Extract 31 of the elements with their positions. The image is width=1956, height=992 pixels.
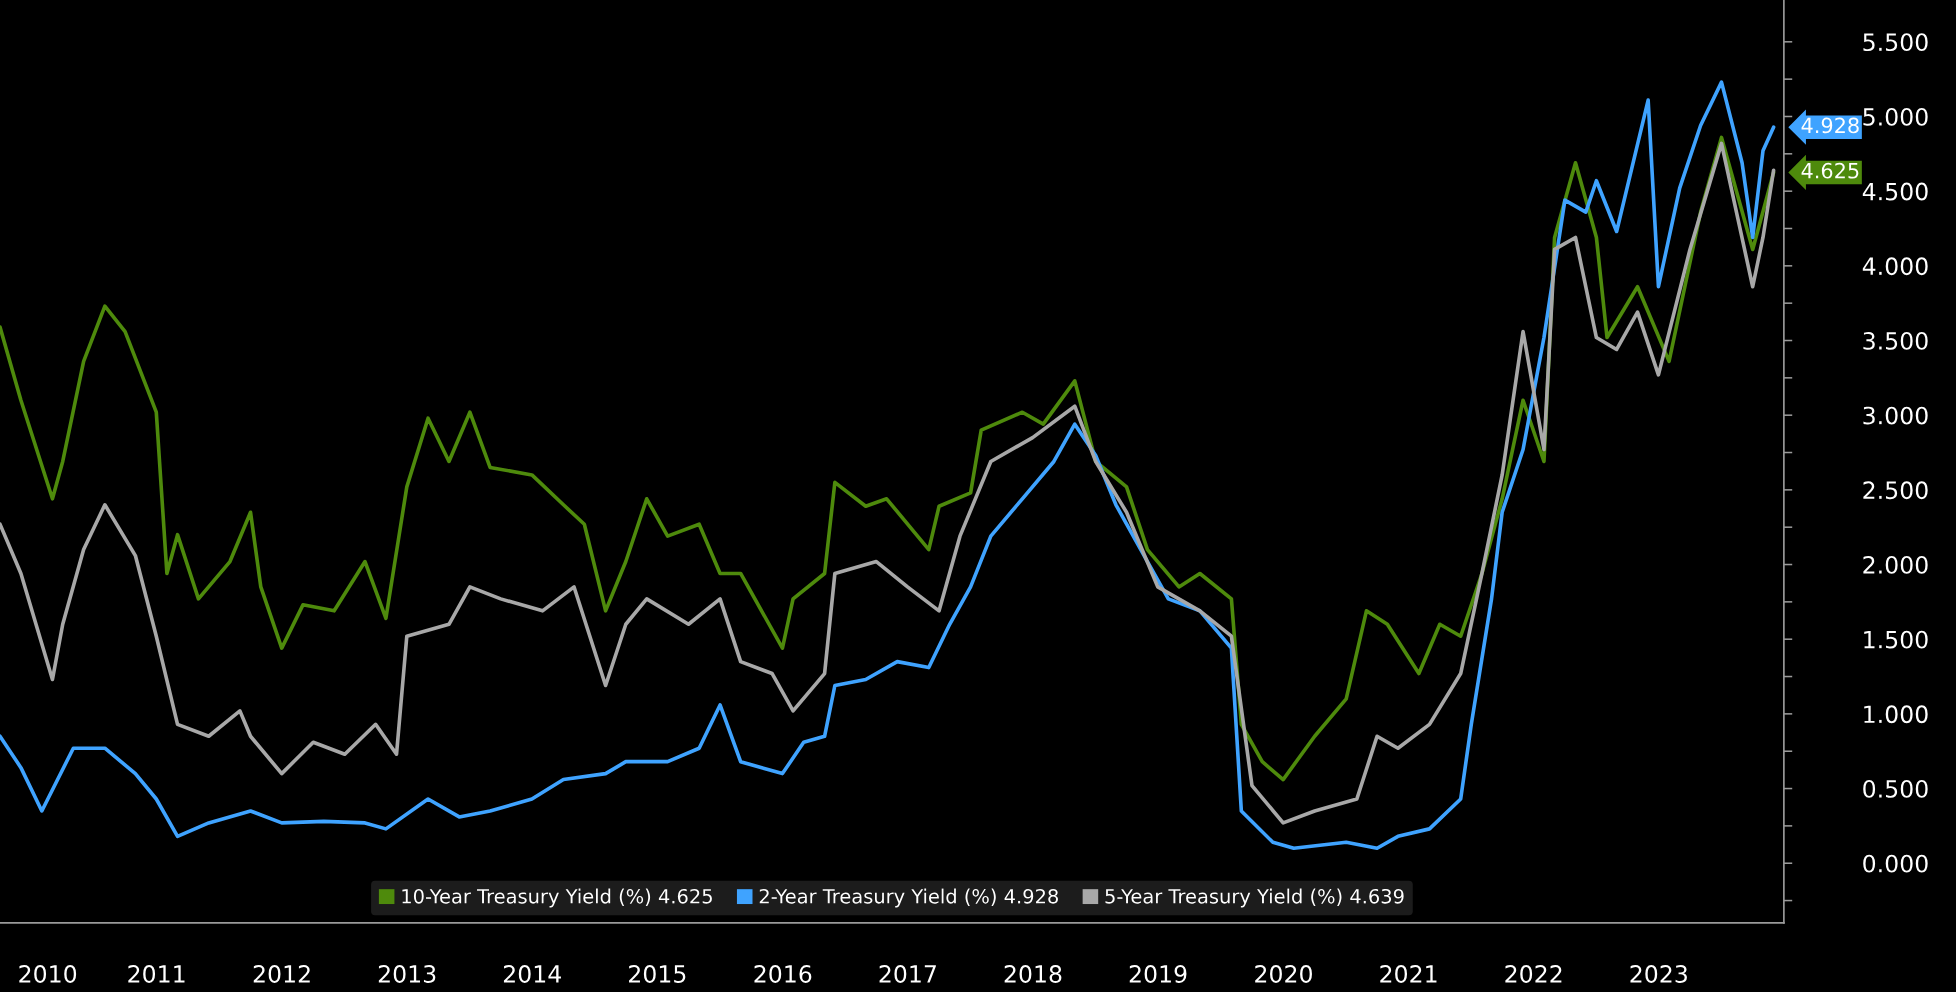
- y-tick-label: 1.000: [1864, 705, 1928, 724]
- x-tick-label: 2018: [1004, 965, 1062, 983]
- legend-label: 2-Year Treasury Yield (%) 4.928: [759, 888, 1058, 908]
- x-tick-label: 2015: [629, 965, 686, 983]
- x-tick-label: 2016: [754, 965, 812, 983]
- x-tick-label: 2020: [1255, 965, 1312, 983]
- x-tick-label: 2019: [1129, 965, 1187, 983]
- y-tick-label: 4.000: [1862, 257, 1928, 276]
- data-label: 4.625: [1801, 162, 1859, 179]
- legend-label: 5-Year Treasury Yield (%) 4.639: [1105, 888, 1404, 908]
- legend-label: 10-Year Treasury Yield (%) 4.625: [402, 888, 712, 908]
- x-tick-label: 2010: [19, 965, 77, 983]
- x-tick-label: 2011: [128, 965, 185, 983]
- x-tick-label: 2012: [253, 965, 310, 983]
- x-tick-label: 2021: [1380, 965, 1437, 983]
- x-tick-label: 2022: [1505, 965, 1562, 983]
- y-tick-label: 3.500: [1863, 331, 1928, 350]
- y-tick-label: 2.000: [1863, 555, 1928, 574]
- y-tick-label: 1.500: [1864, 630, 1928, 649]
- y-tick-label: 5.500: [1863, 33, 1928, 52]
- x-tick-label: 2017: [879, 965, 936, 983]
- y-tick-label: 5.000: [1863, 107, 1928, 126]
- y-tick-label: 3.000: [1863, 406, 1928, 425]
- y-tick-label: 4.500: [1862, 182, 1928, 201]
- y-tick-label: 0.500: [1863, 779, 1928, 798]
- x-tick-label: 2023: [1630, 965, 1687, 983]
- x-tick-label: 2013: [378, 965, 436, 983]
- y-tick-label: 0.000: [1863, 854, 1928, 873]
- y-tick-label: 2.500: [1863, 481, 1928, 500]
- data-label: 4.928: [1801, 117, 1859, 134]
- x-tick-label: 2014: [503, 965, 561, 983]
